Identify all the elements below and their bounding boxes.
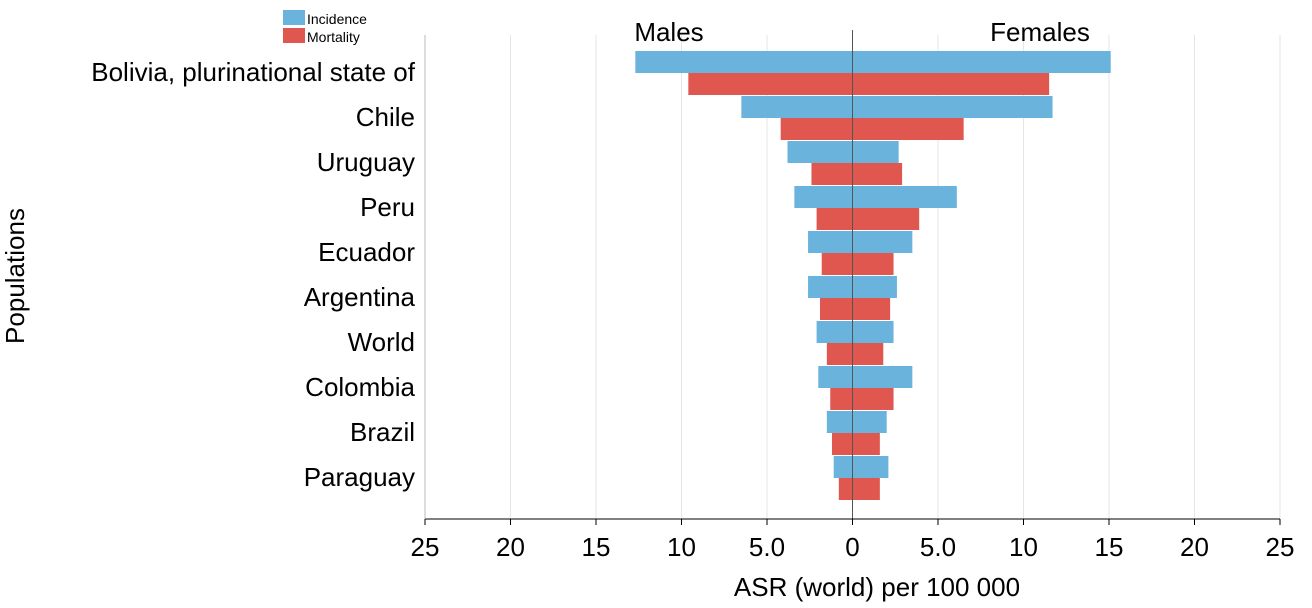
bar-mortality-males-colombia <box>830 388 853 410</box>
bar-mortality-males-argentina <box>820 298 853 320</box>
bar-incidence-females-chile <box>852 96 1053 118</box>
x-tick-label: 5.0 <box>920 532 956 562</box>
x-tick-label: 15 <box>1095 532 1124 562</box>
bar-mortality-females-uruguay <box>852 163 903 185</box>
legend-swatch-mortality <box>283 28 305 43</box>
bar-incidence-males-world <box>816 321 853 343</box>
category-label: Chile <box>356 102 415 132</box>
category-labels: Bolivia, plurinational state of Chile Urug… <box>91 57 416 492</box>
bar-incidence-females-ecuador <box>852 231 913 253</box>
bar-mortality-females-chile <box>852 118 964 140</box>
bar-mortality-females-world <box>852 343 884 365</box>
bar-incidence-males-colombia <box>818 366 853 388</box>
bar-incidence-females-bolivia-plurinational-state-of <box>852 51 1111 73</box>
bar-incidence-males-paraguay <box>833 456 853 478</box>
bar-incidence-females-world <box>852 321 894 343</box>
category-label: Peru <box>360 192 415 222</box>
legend-label-mortality: Mortality <box>307 29 360 45</box>
bar-mortality-females-paraguay <box>852 478 880 500</box>
bar-incidence-males-uruguay <box>787 141 853 163</box>
bar-mortality-males-ecuador <box>821 253 853 275</box>
legend-label-incidence: Incidence <box>307 11 367 27</box>
bar-mortality-females-bolivia-plurinational-state-of <box>852 73 1050 95</box>
x-tick-label: 25 <box>1266 532 1295 562</box>
bar-incidence-females-colombia <box>852 366 913 388</box>
bar-mortality-males-peru <box>816 208 853 230</box>
left-side-label: Males <box>634 17 703 47</box>
x-tick-label: 15 <box>582 532 611 562</box>
bar-mortality-males-chile <box>780 118 853 140</box>
bar-incidence-males-brazil <box>826 411 853 433</box>
bar-incidence-males-ecuador <box>808 231 853 253</box>
bar-mortality-females-argentina <box>852 298 891 320</box>
bar-incidence-males-peru <box>794 186 853 208</box>
legend-swatch-incidence <box>283 10 305 25</box>
bar-mortality-males-brazil <box>831 433 853 455</box>
bar-mortality-males-bolivia-plurinational-state-of <box>688 73 853 95</box>
bar-mortality-males-paraguay <box>838 478 853 500</box>
bars <box>635 51 1111 500</box>
bar-mortality-males-world <box>826 343 853 365</box>
category-label: Brazil <box>350 417 415 447</box>
category-label: Paraguay <box>304 462 415 492</box>
bar-incidence-females-argentina <box>852 276 897 298</box>
category-label: Colombia <box>305 372 415 402</box>
x-tick-label: 10 <box>1009 532 1038 562</box>
category-label: World <box>348 327 415 357</box>
axes <box>424 30 1280 520</box>
bar-mortality-females-colombia <box>852 388 894 410</box>
bar-mortality-females-brazil <box>852 433 880 455</box>
x-tick-label: 10 <box>667 532 696 562</box>
bar-incidence-males-chile <box>741 96 853 118</box>
bar-incidence-males-argentina <box>808 276 853 298</box>
legend: Incidence Mortality <box>283 10 367 45</box>
bar-mortality-females-peru <box>852 208 920 230</box>
bar-mortality-females-ecuador <box>852 253 894 275</box>
bar-incidence-females-peru <box>852 186 957 208</box>
bar-incidence-females-paraguay <box>852 456 889 478</box>
y-axis-title: Populations <box>0 208 30 344</box>
x-tick-label: 20 <box>496 532 525 562</box>
category-label: Ecuador <box>318 237 415 267</box>
x-tick-label: 5.0 <box>749 532 785 562</box>
x-tick-label: 25 <box>411 532 440 562</box>
bar-incidence-males-bolivia-plurinational-state-of <box>635 51 853 73</box>
category-label: Uruguay <box>317 147 415 177</box>
x-axis-title: ASR (world) per 100 000 <box>734 572 1020 602</box>
bar-incidence-females-uruguay <box>852 141 899 163</box>
x-tick-labels: 25 20 15 10 5.0 0 5.0 10 15 20 25 <box>411 519 1295 562</box>
x-tick-label: 0 <box>845 532 859 562</box>
x-tick-label: 20 <box>1180 532 1209 562</box>
category-label: Bolivia, plurinational state of <box>91 57 416 87</box>
bar-incidence-females-brazil <box>852 411 887 433</box>
bar-mortality-males-uruguay <box>811 163 853 185</box>
category-label: Argentina <box>304 282 416 312</box>
right-side-label: Females <box>990 17 1090 47</box>
